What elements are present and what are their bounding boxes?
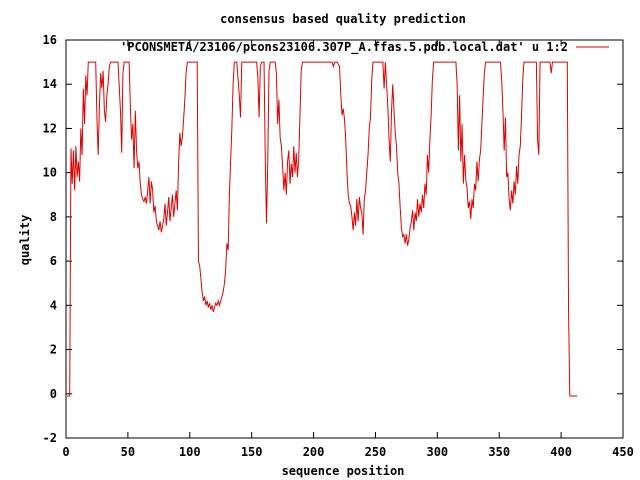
x-tick-label: 200: [303, 445, 325, 459]
x-tick-label: 100: [179, 445, 201, 459]
y-tick-label: 6: [50, 254, 57, 268]
legend: 'PCONSMETA/23106/pcons23106.307P_A.ffas.…: [120, 40, 609, 55]
x-tick-label: 0: [62, 445, 69, 459]
x-axis-label: sequence position: [282, 464, 405, 478]
legend-label: 'PCONSMETA/23106/pcons23106.307P_A.ffas.…: [120, 40, 568, 55]
y-tick-label: 12: [43, 121, 57, 135]
series-line-quality: [67, 61, 578, 397]
y-tick-label: 4: [50, 298, 57, 312]
x-tick-label: 50: [121, 445, 135, 459]
x-tick-label: 300: [426, 445, 448, 459]
y-axis: -2 0 2 4 6 8 10 12 14 16: [43, 33, 623, 445]
y-tick-label: 2: [50, 343, 57, 357]
plot-area: -2 0 2 4 6 8 10 12 14 16 0 50 100 150 200 250 300 350 400…: [43, 33, 634, 459]
y-tick-label: 10: [43, 166, 57, 180]
x-tick-label: 450: [612, 445, 634, 459]
y-axis-label: quality: [18, 215, 32, 266]
y-tick-label: -2: [43, 431, 57, 445]
y-tick-label: 0: [50, 387, 57, 401]
y-tick-label: 14: [43, 77, 57, 91]
chart-title: consensus based quality prediction: [220, 12, 466, 26]
x-axis: 0 50 100 150 200 250 300 350 400 450: [62, 40, 634, 459]
x-tick-label: 400: [550, 445, 572, 459]
plot-frame: [65, 39, 624, 439]
x-tick-label: 150: [241, 445, 263, 459]
x-tick-label: 350: [488, 445, 510, 459]
x-tick-label: 250: [365, 445, 387, 459]
y-tick-label: 16: [43, 33, 57, 47]
y-tick-label: 8: [50, 210, 57, 224]
